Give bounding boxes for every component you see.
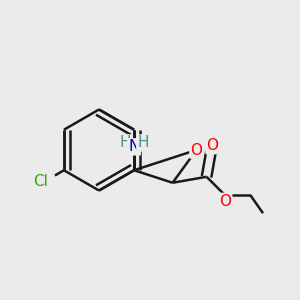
Text: Cl: Cl <box>33 174 48 189</box>
Text: N: N <box>128 139 140 154</box>
Text: O: O <box>219 194 231 209</box>
Text: O: O <box>206 138 218 153</box>
Text: H: H <box>120 136 131 151</box>
Text: H: H <box>137 136 149 151</box>
Text: O: O <box>190 142 202 158</box>
